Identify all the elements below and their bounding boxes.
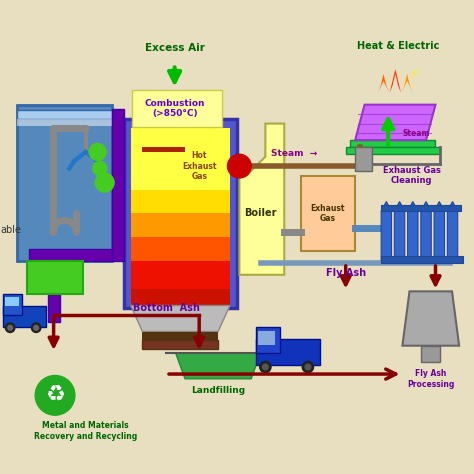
Circle shape [35, 375, 75, 415]
Circle shape [305, 364, 311, 370]
Polygon shape [381, 201, 392, 261]
Polygon shape [131, 128, 230, 190]
Circle shape [260, 361, 271, 373]
Bar [381, 205, 461, 211]
Circle shape [95, 173, 114, 192]
Text: Fly Ash
Processing: Fly Ash Processing [407, 369, 455, 389]
Bar [143, 340, 218, 349]
Polygon shape [402, 292, 459, 346]
Circle shape [31, 323, 41, 332]
Polygon shape [447, 201, 458, 261]
Bar [48, 294, 60, 322]
Text: Exhaust
Gas: Exhaust Gas [310, 204, 345, 223]
Text: ⚡: ⚡ [410, 67, 419, 81]
Text: Exhaust Gas
Cleaning: Exhaust Gas Cleaning [383, 165, 441, 185]
Polygon shape [421, 201, 431, 261]
Bar [132, 90, 222, 128]
Text: Hot
Exhaust
Gas: Hot Exhaust Gas [182, 151, 217, 181]
Polygon shape [131, 213, 230, 237]
Polygon shape [131, 190, 230, 213]
Circle shape [228, 155, 251, 178]
Polygon shape [131, 261, 230, 289]
Bar [301, 175, 355, 251]
Polygon shape [175, 353, 261, 379]
Polygon shape [434, 201, 445, 261]
Bar [29, 249, 112, 261]
Polygon shape [131, 237, 230, 261]
Polygon shape [401, 74, 413, 93]
Bar [17, 119, 112, 126]
Circle shape [5, 323, 15, 332]
Bar [17, 110, 112, 119]
Bar [27, 261, 83, 294]
Polygon shape [239, 124, 284, 275]
Text: Steam  →: Steam → [271, 149, 317, 157]
Bar [381, 256, 463, 263]
Bar [17, 105, 112, 261]
Bar [5, 297, 18, 306]
Bar [112, 109, 124, 261]
Text: able: able [0, 225, 22, 235]
Bar [346, 147, 440, 155]
Circle shape [302, 361, 314, 373]
Bar [256, 327, 280, 353]
Bar [350, 140, 436, 147]
Circle shape [263, 364, 268, 370]
Text: Metal and Materials
Recovery and Recycling: Metal and Materials Recovery and Recycli… [34, 421, 137, 441]
Bar [355, 147, 372, 171]
Polygon shape [390, 69, 401, 93]
Bar [256, 338, 319, 365]
Text: Excess Air: Excess Air [145, 43, 205, 53]
Polygon shape [143, 331, 218, 340]
Text: Combustion
(>850°C): Combustion (>850°C) [145, 99, 205, 118]
Bar [3, 306, 46, 327]
Bar [3, 294, 22, 315]
Polygon shape [355, 105, 436, 140]
Circle shape [89, 144, 106, 160]
Polygon shape [408, 201, 418, 261]
Polygon shape [131, 306, 230, 331]
Text: Steam: Steam [402, 128, 430, 137]
Text: Boiler: Boiler [245, 209, 277, 219]
Text: Bottom  Ash: Bottom Ash [133, 303, 200, 313]
Polygon shape [378, 74, 389, 93]
Polygon shape [421, 346, 440, 362]
Text: ♻: ♻ [45, 385, 65, 405]
Polygon shape [394, 201, 405, 261]
Polygon shape [131, 289, 230, 306]
Bar [124, 119, 237, 308]
Bar [143, 147, 185, 152]
Text: Heat & Electric: Heat & Electric [356, 41, 439, 51]
Circle shape [8, 325, 12, 330]
Text: Fly Ash: Fly Ash [326, 268, 366, 278]
Circle shape [93, 161, 107, 175]
Text: Landfilling: Landfilling [191, 386, 245, 395]
Circle shape [34, 325, 38, 330]
Bar [258, 330, 275, 345]
